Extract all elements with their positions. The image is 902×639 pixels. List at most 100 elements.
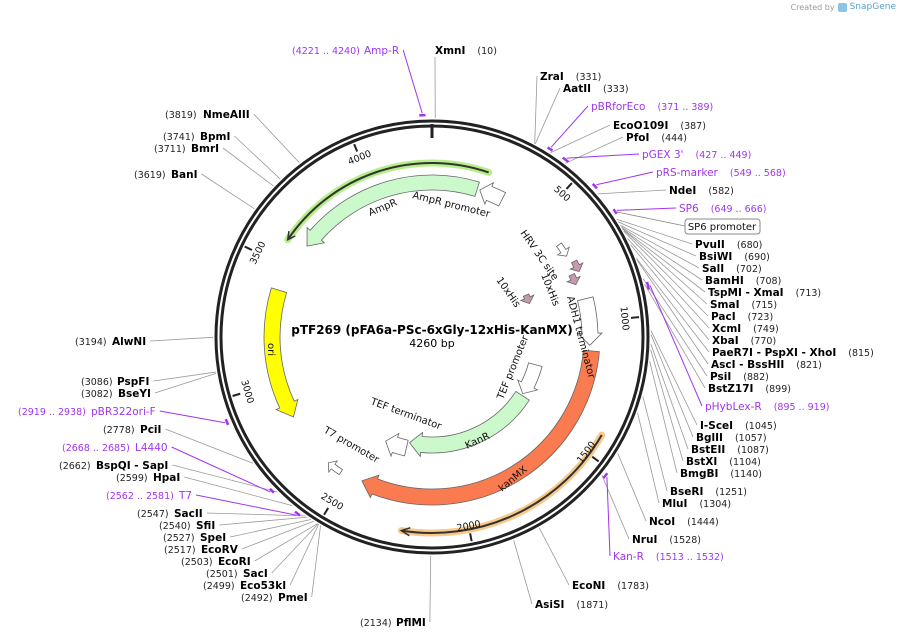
- ori-feature[interactable]: [263, 287, 299, 418]
- enzyme-name[interactable]: PacI: [711, 311, 736, 323]
- enzyme-name[interactable]: EcoNI: [572, 580, 605, 592]
- primer-name[interactable]: Amp-R: [364, 45, 399, 57]
- enzyme-name[interactable]: NdeI: [669, 185, 696, 197]
- restriction-site-label[interactable]: (2527) SpeI: [163, 532, 226, 544]
- primer-binding-mark[interactable]: [546, 146, 554, 152]
- primer-name[interactable]: pBR322ori-F: [91, 406, 156, 418]
- feature-label-10xhis[interactable]: 10xHis: [494, 275, 523, 309]
- enzyme-name[interactable]: PspFI: [117, 376, 149, 388]
- enzyme-name[interactable]: BmgBI: [680, 468, 718, 480]
- restriction-site-label[interactable]: (2662) BspQI - SapI: [59, 460, 168, 472]
- enzyme-name[interactable]: XcmI: [712, 323, 741, 335]
- primer-label[interactable]: (2668 .. 2685) L4440: [62, 442, 168, 454]
- restriction-site-label[interactable]: BmgBI (1140): [680, 468, 762, 480]
- primer-name[interactable]: T7: [178, 490, 192, 502]
- primer-label[interactable]: pHybLex-R (895 .. 919): [705, 401, 829, 413]
- kanmx-orf-arrow[interactable]: [401, 434, 603, 534]
- primer-label[interactable]: Kan-R (1513 .. 1532): [613, 551, 724, 563]
- kanr-feature[interactable]: [408, 390, 530, 458]
- primer-label[interactable]: pGEX 3' (427 .. 449): [642, 149, 751, 161]
- primer-name[interactable]: pRS-marker: [656, 167, 719, 179]
- enzyme-name[interactable]: NruI: [632, 534, 657, 546]
- restriction-site-label[interactable]: (2503) EcoRI: [181, 556, 251, 568]
- primer-label[interactable]: (4221 .. 4240) Amp-R: [292, 45, 399, 57]
- enzyme-name[interactable]: NmeAIII: [203, 109, 250, 121]
- restriction-site-label[interactable]: (2499) Eco53kI: [203, 580, 286, 592]
- adh1-terminator-feature[interactable]: [577, 296, 603, 346]
- primer-binding-mark[interactable]: [224, 418, 230, 426]
- feature-label-ori[interactable]: ori: [265, 343, 276, 356]
- primer-name[interactable]: SP6: [679, 203, 699, 215]
- enzyme-name[interactable]: SacII: [174, 508, 203, 520]
- restriction-site-label[interactable]: NdeI (582): [669, 185, 734, 197]
- enzyme-name[interactable]: BstZ17I: [708, 383, 753, 395]
- restriction-site-label[interactable]: PaeR7I - PspXI - XhoI (815): [712, 347, 874, 359]
- enzyme-name[interactable]: Eco53kI: [240, 580, 286, 592]
- enzyme-name[interactable]: AscI - BssHII: [711, 359, 784, 371]
- restriction-site-label[interactable]: (3711) BmrI: [154, 143, 219, 155]
- primer-label[interactable]: pRS-marker (549 .. 568): [656, 167, 786, 179]
- enzyme-name[interactable]: XmnI: [435, 45, 465, 57]
- primer-binding-mark[interactable]: [645, 281, 651, 290]
- 10xhis-feature[interactable]: [565, 273, 581, 286]
- enzyme-name[interactable]: PaeR7I - PspXI - XhoI: [712, 347, 836, 359]
- restriction-site-label[interactable]: (3741) BpmI: [163, 131, 230, 143]
- enzyme-name[interactable]: PsiI: [710, 371, 731, 383]
- enzyme-name[interactable]: AsiSI: [535, 599, 564, 611]
- restriction-site-label[interactable]: XcmI (749): [712, 323, 779, 335]
- enzyme-name[interactable]: BseRI: [670, 486, 703, 498]
- feature-label-sp6-promoter[interactable]: SP6 promoter: [688, 222, 757, 233]
- restriction-site-label[interactable]: EcoO109I (387): [613, 120, 706, 132]
- sp6-promoter-box[interactable]: [684, 218, 761, 235]
- restriction-site-label[interactable]: I-SceI (1045): [700, 420, 777, 432]
- enzyme-name[interactable]: SalI: [702, 263, 724, 275]
- restriction-site-label[interactable]: (2540) SfiI: [159, 520, 215, 532]
- tef-promoter-feature[interactable]: [517, 362, 543, 395]
- enzyme-name[interactable]: BseYI: [118, 388, 151, 400]
- enzyme-name[interactable]: SmaI: [710, 299, 740, 311]
- primer-label[interactable]: (2562 .. 2581) T7: [106, 490, 192, 502]
- primer-binding-mark[interactable]: [294, 510, 301, 517]
- restriction-site-label[interactable]: PfoI (444): [626, 132, 687, 144]
- enzyme-name[interactable]: NcoI: [649, 516, 675, 528]
- enzyme-name[interactable]: ZraI: [540, 71, 564, 83]
- restriction-site-label[interactable]: NcoI (1444): [649, 516, 719, 528]
- hrv-3c-site-feature[interactable]: [556, 242, 570, 257]
- enzyme-name[interactable]: PciI: [140, 424, 161, 436]
- restriction-site-label[interactable]: AatII (333): [563, 83, 629, 95]
- kanmx-feature[interactable]: [361, 349, 600, 506]
- restriction-site-label[interactable]: (3086) PspFI: [81, 376, 149, 388]
- primer-label[interactable]: pBRforEco (371 .. 389): [591, 101, 713, 113]
- ampr-promoter-feature[interactable]: [479, 181, 507, 207]
- restriction-site-label[interactable]: BstEII (1087): [691, 444, 769, 456]
- restriction-site-label[interactable]: NruI (1528): [632, 534, 701, 546]
- enzyme-name[interactable]: BglII: [696, 432, 723, 444]
- primer-binding-mark[interactable]: [268, 487, 275, 494]
- 10xhis-feature[interactable]: [519, 293, 535, 304]
- primer-binding-mark[interactable]: [612, 208, 618, 215]
- primer-name[interactable]: pBRforEco: [591, 101, 645, 113]
- enzyme-name[interactable]: EcoRI: [218, 556, 251, 568]
- restriction-site-label[interactable]: AsiSI (1871): [535, 599, 608, 611]
- enzyme-name[interactable]: BanI: [171, 169, 197, 181]
- restriction-site-label[interactable]: XbaI (770): [712, 335, 776, 347]
- feature-label-tef-terminator[interactable]: TEF terminator: [368, 396, 444, 432]
- enzyme-name[interactable]: BsiWI: [699, 251, 732, 263]
- restriction-site-label[interactable]: (2492) PmeI: [241, 592, 308, 604]
- enzyme-name[interactable]: BspQI - SapI: [96, 460, 168, 472]
- primer-binding-mark[interactable]: [562, 156, 570, 163]
- enzyme-name[interactable]: TspMI - XmaI: [708, 287, 784, 299]
- restriction-site-label[interactable]: (2547) SacII: [137, 508, 203, 520]
- restriction-site-label[interactable]: (2599) HpaI: [116, 472, 180, 484]
- enzyme-name[interactable]: BmrI: [191, 143, 219, 155]
- restriction-site-label[interactable]: (2501) SacI: [206, 568, 268, 580]
- restriction-site-label[interactable]: PvuII (680): [695, 239, 762, 251]
- primer-name[interactable]: L4440: [135, 442, 168, 454]
- primer-label[interactable]: SP6 (649 .. 666): [679, 203, 766, 215]
- feature-label-hrv-3c-site[interactable]: HRV 3C site: [518, 228, 561, 282]
- primer-binding-mark[interactable]: [591, 183, 598, 190]
- ampr-feature[interactable]: [306, 174, 480, 247]
- enzyme-name[interactable]: SfiI: [196, 520, 215, 532]
- restriction-site-label[interactable]: BamHI (708): [705, 275, 781, 287]
- feature-label-t7-promoter[interactable]: T7 promoter: [321, 425, 382, 466]
